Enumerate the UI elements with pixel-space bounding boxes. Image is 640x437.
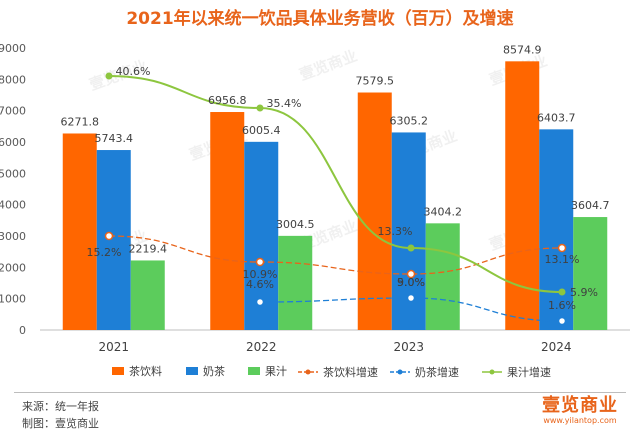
legend-marker bbox=[489, 369, 495, 375]
legend-label: 果汁增速 bbox=[507, 365, 551, 379]
bar bbox=[505, 61, 540, 331]
growth-label: 9.0% bbox=[397, 276, 425, 289]
bar bbox=[210, 112, 245, 330]
y-tick-label: 7000 bbox=[0, 105, 26, 118]
growth-lines-group bbox=[104, 72, 567, 326]
x-tick-label: 2022 bbox=[246, 340, 277, 354]
growth-point bbox=[406, 269, 416, 279]
growth-label: 5.9% bbox=[570, 286, 598, 299]
y-tick-label: 3000 bbox=[0, 230, 26, 243]
y-tick-label: 4000 bbox=[0, 199, 26, 212]
bar-value-label: 8574.9 bbox=[503, 43, 542, 56]
bar bbox=[357, 92, 392, 330]
legend-label: 奶茶 bbox=[203, 364, 225, 378]
bar-value-label: 6956.8 bbox=[208, 94, 247, 107]
growth-point bbox=[558, 288, 566, 296]
chart-title: 2021年以来统一饮品具体业务营收（百万）及增速 bbox=[126, 9, 514, 29]
bar-value-label: 3404.2 bbox=[424, 205, 463, 218]
bar-value-label: 7579.5 bbox=[356, 75, 395, 88]
x-tick-label: 2021 bbox=[98, 340, 129, 354]
maker-note: 制图：壹览商业 bbox=[22, 417, 99, 430]
y-tick-label: 1000 bbox=[0, 293, 26, 306]
brand-url: www.yilantop.com bbox=[543, 416, 617, 425]
growth-point bbox=[104, 231, 114, 241]
bar bbox=[539, 129, 574, 330]
footer-divider bbox=[14, 392, 626, 393]
y-tick-label: 5000 bbox=[0, 167, 26, 180]
bars-group bbox=[62, 61, 608, 331]
bar-value-label: 3604.7 bbox=[571, 199, 610, 212]
growth-label: 4.6% bbox=[246, 278, 274, 291]
legend-label: 茶饮料 bbox=[129, 364, 162, 378]
bar-value-label: 3004.5 bbox=[276, 218, 315, 231]
bar bbox=[130, 260, 165, 330]
bar bbox=[425, 223, 460, 330]
growth-label: 10.9% bbox=[243, 268, 278, 281]
y-tick-label: 0 bbox=[19, 324, 26, 337]
bar bbox=[278, 235, 313, 330]
legend-marker bbox=[397, 369, 403, 375]
legend-marker bbox=[305, 369, 311, 375]
y-tick-label: 9000 bbox=[0, 42, 26, 55]
growth-label: 13.3% bbox=[378, 225, 413, 238]
growth-label: 40.6% bbox=[116, 65, 151, 78]
bar-value-label: 6271.8 bbox=[61, 115, 100, 128]
growth-point bbox=[557, 316, 567, 326]
legend-swatch bbox=[248, 367, 260, 375]
bar bbox=[96, 150, 131, 330]
growth-line bbox=[108, 235, 563, 275]
y-tick-label: 8000 bbox=[0, 73, 26, 86]
bar-value-label: 6305.2 bbox=[390, 114, 429, 127]
bar bbox=[573, 217, 608, 330]
legend-label: 果汁 bbox=[265, 365, 287, 378]
growth-point bbox=[255, 257, 265, 267]
growth-label: 5.0% bbox=[397, 276, 425, 289]
source-note: 来源：统一年报 bbox=[22, 400, 99, 413]
growth-line bbox=[259, 297, 563, 322]
bar-value-label: 6403.7 bbox=[537, 111, 576, 124]
legend: 茶饮料 奶茶 果汁 茶饮料增速 奶茶增速 果汁增速 bbox=[112, 364, 551, 379]
growth-point bbox=[406, 293, 416, 303]
growth-point bbox=[255, 297, 265, 307]
data-labels-group: 6271.8 6956.8 7579.5 8574.9 5743.4 6005.4 6305… bbox=[61, 43, 610, 312]
y-tick-label: 6000 bbox=[0, 136, 26, 149]
bar-value-label: 6005.4 bbox=[242, 124, 281, 137]
growth-point bbox=[557, 243, 567, 253]
brand-logo: 壹览商业 www.yilantop.com bbox=[542, 396, 618, 426]
x-tick-label: 2024 bbox=[541, 340, 572, 354]
bar bbox=[62, 133, 97, 330]
bar-value-label: 5743.4 bbox=[95, 132, 134, 145]
growth-label: 15.2% bbox=[87, 246, 122, 259]
growth-label: 13.1% bbox=[545, 253, 580, 266]
watermark-text: 壹览商业 bbox=[297, 47, 360, 84]
bar-value-label: 2219.4 bbox=[129, 242, 168, 255]
growth-line bbox=[108, 75, 563, 293]
y-tick-label: 2000 bbox=[0, 261, 26, 274]
growth-label: 35.4% bbox=[267, 97, 302, 110]
legend-swatch bbox=[186, 367, 198, 375]
growth-point bbox=[105, 72, 113, 80]
growth-label: 1.6% bbox=[548, 299, 576, 312]
watermark-group: 壹览商业壹览商业壹览商业壹览商业壹览商业壹览商业壹览商业壹览商业 bbox=[87, 47, 550, 264]
growth-point bbox=[256, 104, 264, 112]
growth-point bbox=[407, 244, 415, 252]
legend-label: 奶茶增速 bbox=[415, 365, 459, 379]
legend-label: 茶饮料增速 bbox=[323, 365, 378, 379]
x-tick-label: 2023 bbox=[393, 340, 424, 354]
chart: 壹览商业壹览商业壹览商业壹览商业壹览商业壹览商业壹览商业壹览商业 0 1000 20… bbox=[0, 42, 630, 379]
brand-name: 壹览商业 bbox=[542, 395, 618, 416]
legend-swatch bbox=[112, 367, 124, 375]
